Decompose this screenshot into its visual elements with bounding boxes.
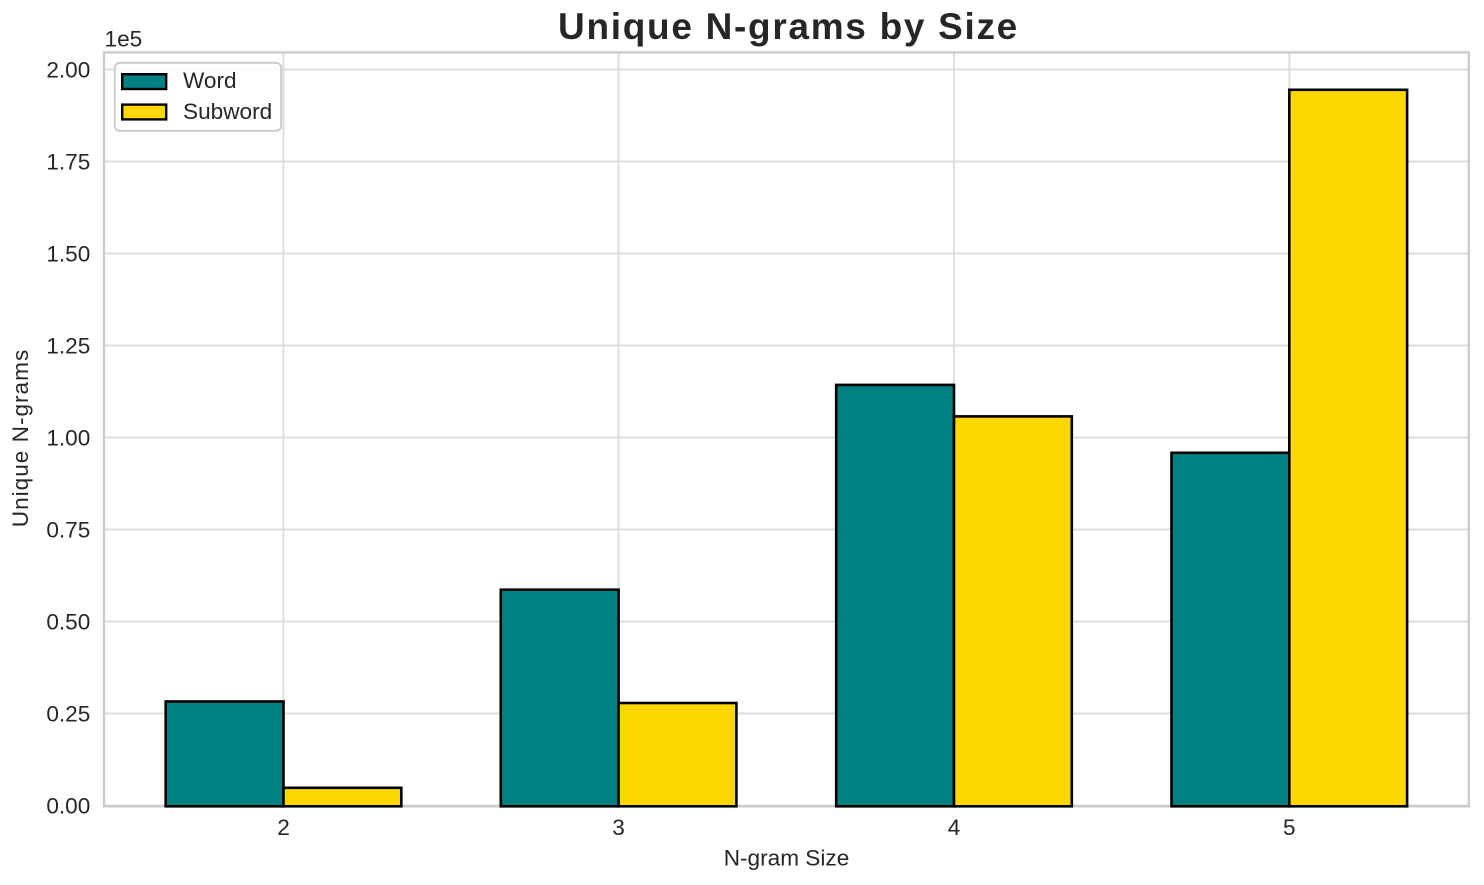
svg-text:1.75: 1.75 [46,150,90,175]
svg-text:5: 5 [1283,815,1296,840]
svg-text:Unique N-grams: Unique N-grams [8,349,33,528]
svg-text:0.25: 0.25 [46,702,90,727]
svg-text:1e5: 1e5 [105,27,143,52]
svg-text:1.50: 1.50 [46,242,90,267]
svg-text:1.25: 1.25 [46,334,90,359]
svg-text:4: 4 [948,815,961,840]
svg-text:0.00: 0.00 [46,794,90,819]
svg-text:Word: Word [183,68,237,93]
svg-text:0.50: 0.50 [46,610,90,635]
svg-text:2: 2 [277,815,290,840]
svg-text:N-gram Size: N-gram Size [724,846,850,871]
svg-text:Subword: Subword [183,99,272,124]
svg-text:Unique N-grams by Size: Unique N-grams by Size [558,6,1019,47]
svg-text:3: 3 [612,815,625,840]
svg-text:1.00: 1.00 [46,426,90,451]
svg-text:0.75: 0.75 [46,518,90,543]
svg-text:2.00: 2.00 [46,58,90,83]
